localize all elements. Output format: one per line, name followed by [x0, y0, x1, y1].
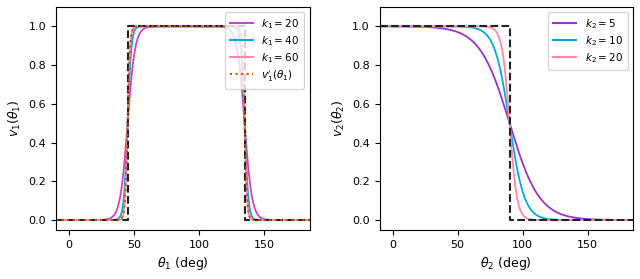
Y-axis label: $v_1(\theta_1)$: $v_1(\theta_1)$	[7, 100, 23, 137]
Y-axis label: $v_2(\theta_2)$: $v_2(\theta_2)$	[330, 100, 346, 137]
Legend: $k_2 = 5$, $k_2 = 10$, $k_2 = 20$: $k_2 = 5$, $k_2 = 10$, $k_2 = 20$	[548, 12, 628, 70]
X-axis label: $\theta_2$ (deg): $\theta_2$ (deg)	[481, 255, 532, 272]
Legend: $k_1 = 20$, $k_1 = 40$, $k_1 = 60$, $v_1^{\prime}(\theta_1)$: $k_1 = 20$, $k_1 = 40$, $k_1 = 60$, $v_1…	[225, 12, 305, 89]
X-axis label: $\theta_1$ (deg): $\theta_1$ (deg)	[157, 255, 209, 272]
